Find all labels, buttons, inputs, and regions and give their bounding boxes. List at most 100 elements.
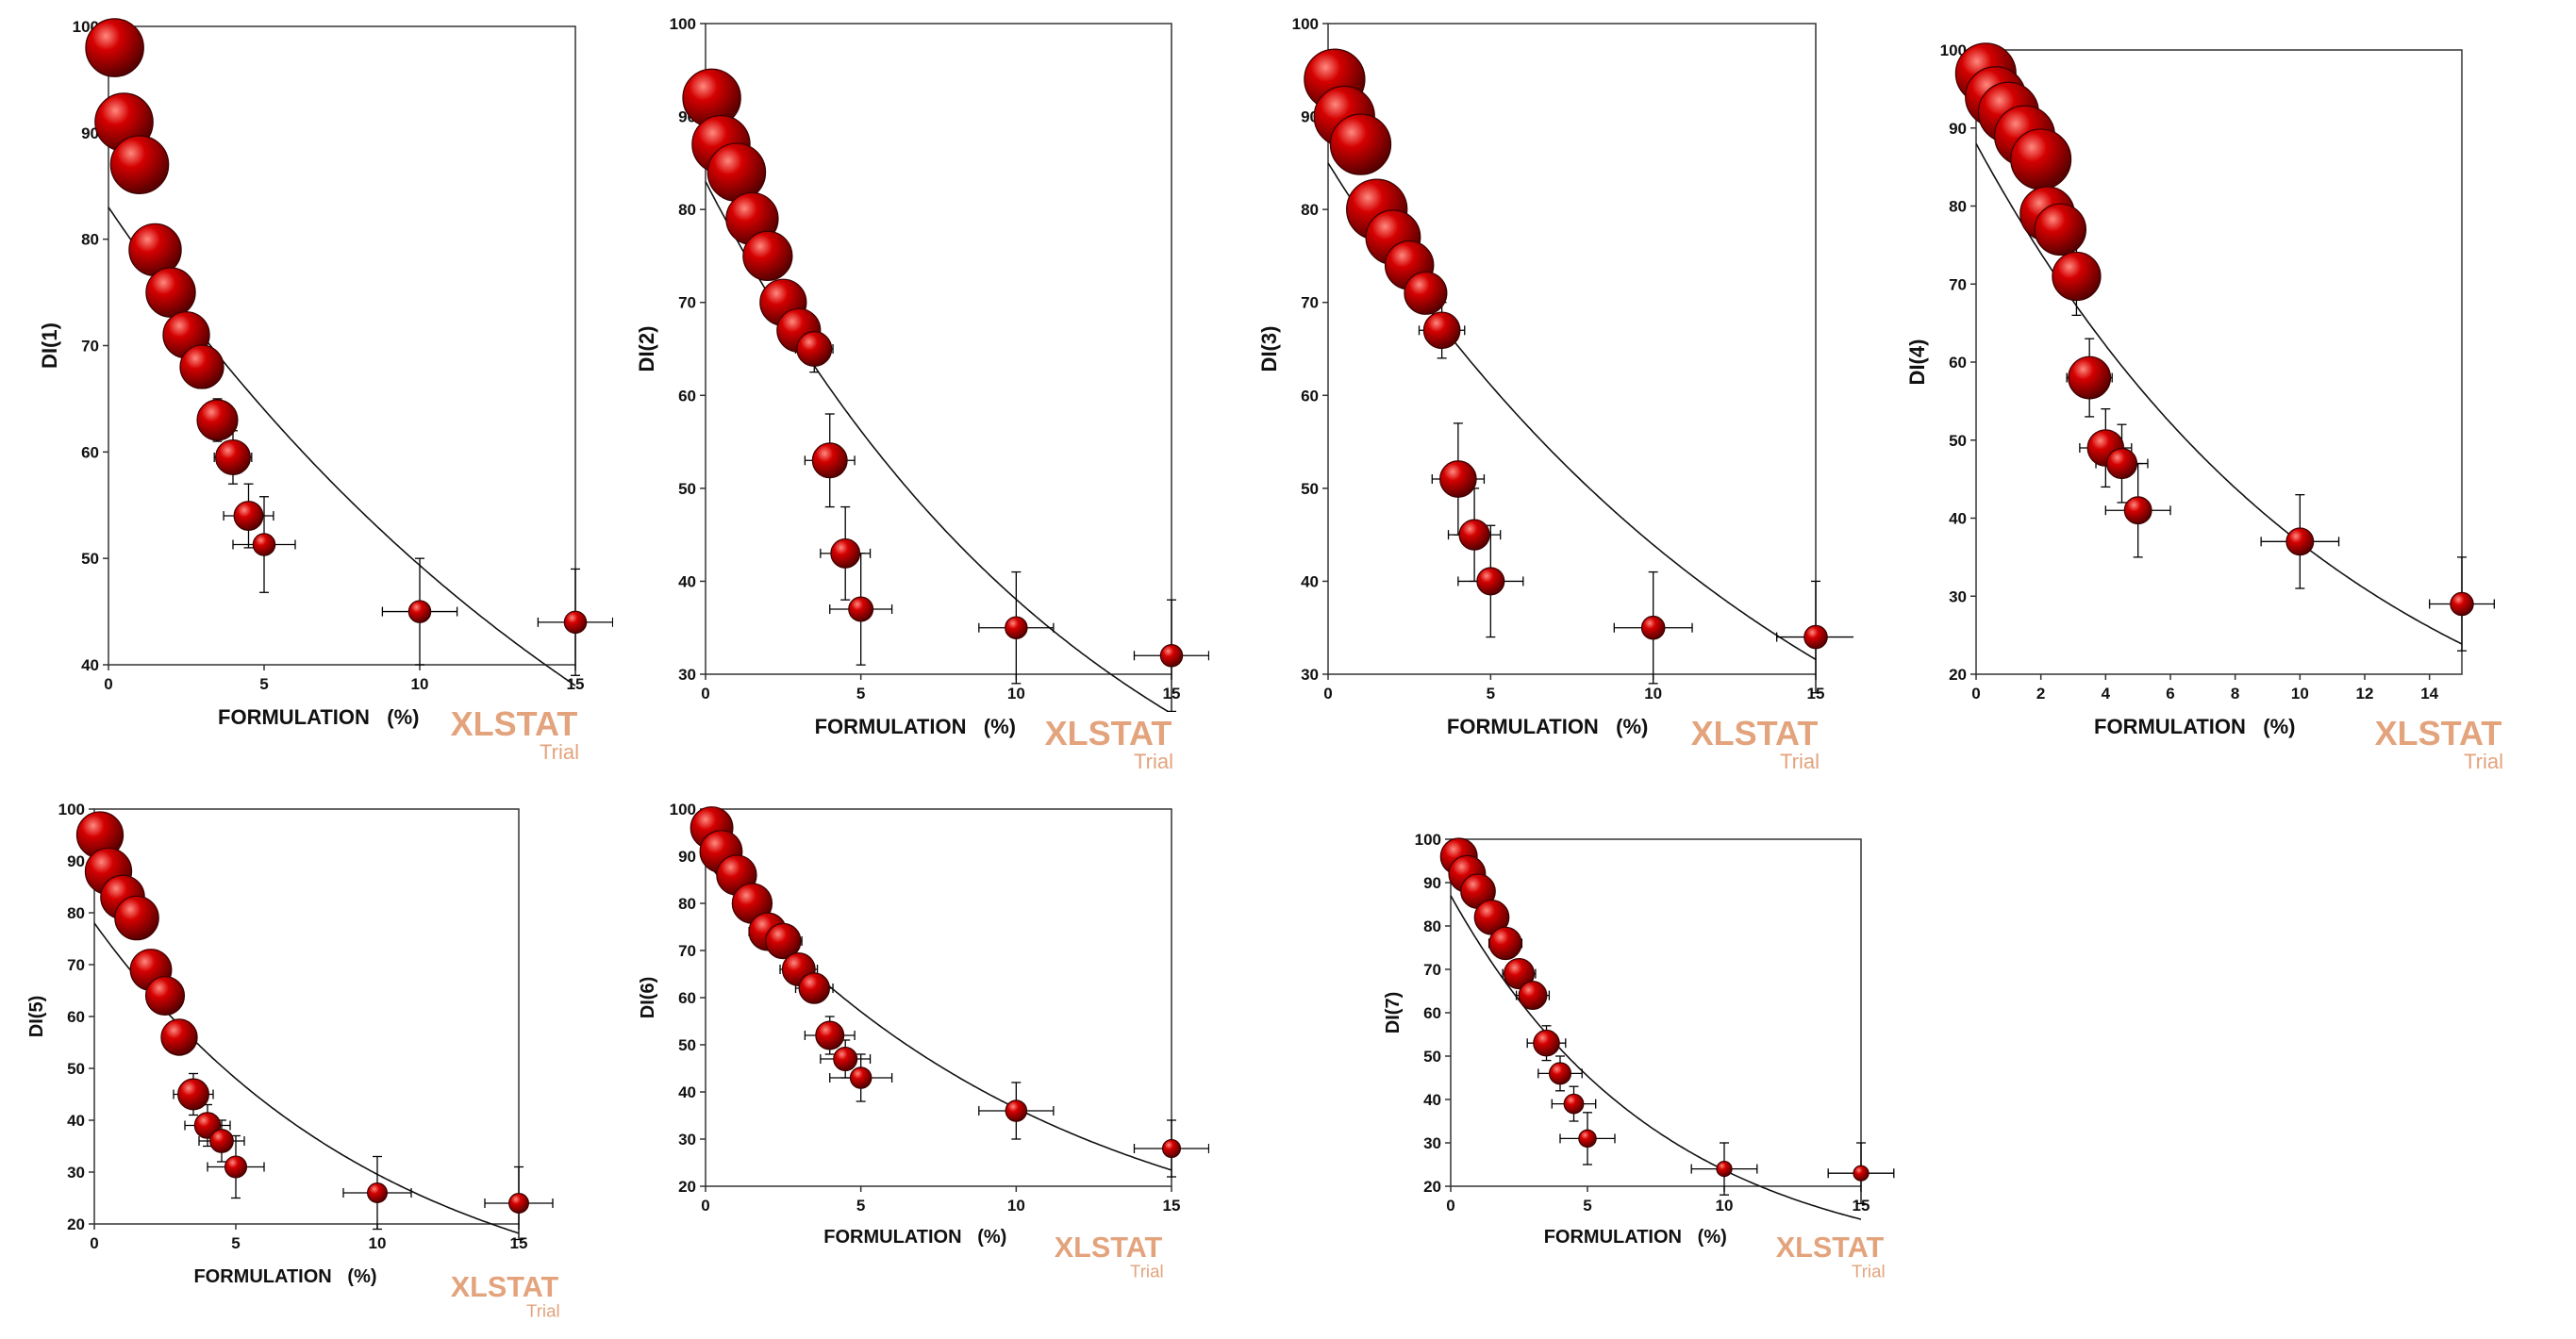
data-bubble bbox=[1404, 271, 1448, 315]
data-bubble bbox=[1329, 113, 1392, 175]
y-tick-label: 60 bbox=[1949, 354, 1967, 372]
watermark-brand: XLSTAT bbox=[1691, 714, 1819, 752]
x-tick-label: 15 bbox=[510, 1234, 528, 1252]
x-tick-label: 0 bbox=[104, 675, 112, 693]
y-tick-label: 90 bbox=[1949, 120, 1967, 138]
data-bubble bbox=[224, 1155, 248, 1179]
y-axis-title: DI(5) bbox=[26, 996, 47, 1037]
data-bubble bbox=[1488, 926, 1522, 961]
y-tick-label: 100 bbox=[670, 801, 696, 818]
y-tick-label: 80 bbox=[678, 895, 696, 913]
y-axis-title: DI(2) bbox=[635, 326, 658, 372]
data-bubble bbox=[214, 438, 252, 475]
data-bubble bbox=[1716, 1161, 1733, 1178]
x-tick-label: 5 bbox=[856, 685, 865, 703]
chart-panel-2: 30 40 50 60 70 80 90 100 0 5 10 15 FORMULATION (%) DI… bbox=[623, 0, 1226, 773]
x-tick-label: 10 bbox=[369, 1234, 387, 1252]
y-tick-label: 50 bbox=[1423, 1048, 1441, 1066]
y-tick-label: 50 bbox=[67, 1060, 85, 1078]
x-tick-label: 10 bbox=[2291, 685, 2309, 703]
watermark-brand: XLSTAT bbox=[1776, 1232, 1885, 1264]
data-bubble bbox=[1803, 624, 1828, 650]
x-tick-label: 15 bbox=[1807, 685, 1825, 703]
y-tick-label: 20 bbox=[1949, 666, 1967, 684]
y-tick-label: 60 bbox=[678, 387, 696, 405]
y-axis-title: DI(7) bbox=[1383, 992, 1404, 1033]
data-bubble bbox=[1640, 615, 1666, 640]
data-bubble bbox=[196, 399, 239, 441]
x-tick-label: 10 bbox=[1007, 685, 1025, 703]
y-tick-label: 70 bbox=[1949, 275, 1967, 293]
chart-panel-7: 20 30 40 50 60 70 80 90 100 0 5 10 15 FORMULATION (%)… bbox=[1368, 802, 1934, 1330]
data-bubble bbox=[1518, 981, 1548, 1011]
x-tick-label: 15 bbox=[567, 675, 585, 693]
x-tick-label: 0 bbox=[1971, 685, 1980, 703]
watermark-edition: Trial bbox=[2464, 750, 2503, 773]
watermark-edition: Trial bbox=[1130, 1261, 1164, 1281]
data-bubble bbox=[796, 331, 833, 367]
data-bubble bbox=[2450, 591, 2474, 617]
y-tick-label: 40 bbox=[678, 1083, 696, 1101]
y-tick-label: 60 bbox=[1301, 387, 1319, 405]
data-bubble bbox=[1159, 644, 1184, 668]
y-tick-label: 70 bbox=[678, 942, 696, 960]
chart-svg-c7: 20 30 40 50 60 70 80 90 100 0 5 10 15 FORMULATION (%)… bbox=[1383, 831, 1895, 1281]
y-tick-label: 30 bbox=[678, 666, 696, 684]
x-tick-label: 14 bbox=[2420, 685, 2438, 703]
data-bubble bbox=[144, 975, 186, 1017]
data-bubble bbox=[798, 972, 830, 1004]
y-tick-label: 60 bbox=[678, 989, 696, 1007]
y-tick-label: 30 bbox=[1301, 666, 1319, 684]
y-tick-label: 70 bbox=[678, 294, 696, 312]
x-tick-label: 10 bbox=[1716, 1197, 1734, 1215]
x-tick-label: 8 bbox=[2231, 685, 2239, 703]
data-bubble bbox=[1476, 567, 1505, 596]
watermark-brand: XLSTAT bbox=[1045, 714, 1172, 752]
data-bubble bbox=[1578, 1129, 1597, 1149]
chart-svg-c4: 20 30 40 50 60 70 80 90 100 0 2 4 6 8 10 12 14 FORMULATIO… bbox=[1905, 41, 2503, 773]
data-bubble bbox=[1533, 1029, 1560, 1057]
y-tick-label: 30 bbox=[67, 1164, 85, 1182]
x-tick-label: 12 bbox=[2356, 685, 2374, 703]
y-tick-label: 80 bbox=[678, 201, 696, 219]
data-bubble bbox=[1853, 1165, 1870, 1182]
x-axis-title: FORMULATION (%) bbox=[823, 1227, 1006, 1248]
y-tick-label: 100 bbox=[1415, 831, 1441, 849]
y-tick-label: 80 bbox=[81, 231, 99, 249]
x-axis-title: FORMULATION (%) bbox=[2094, 715, 2295, 738]
y-tick-label: 80 bbox=[1949, 198, 1967, 216]
y-tick-label: 40 bbox=[1949, 510, 1967, 528]
watermark-edition: Trial bbox=[1780, 750, 1820, 773]
y-axis-title: DI(3) bbox=[1257, 326, 1281, 372]
x-tick-label: 5 bbox=[1583, 1197, 1591, 1215]
data-bubble bbox=[2034, 203, 2087, 256]
y-tick-label: 20 bbox=[1423, 1178, 1441, 1196]
y-tick-label: 30 bbox=[1949, 587, 1967, 605]
data-bubble bbox=[1548, 1062, 1572, 1085]
plot-frame bbox=[705, 23, 1172, 675]
y-tick-label: 50 bbox=[1949, 432, 1967, 450]
watermark-brand: XLSTAT bbox=[451, 1271, 559, 1303]
plot-frame bbox=[1327, 23, 1817, 675]
y-tick-label: 30 bbox=[1423, 1134, 1441, 1152]
data-bubble bbox=[2105, 448, 2138, 480]
y-tick-label: 70 bbox=[1423, 961, 1441, 979]
y-tick-label: 100 bbox=[58, 801, 85, 818]
x-tick-label: 10 bbox=[411, 675, 429, 693]
data-bubble bbox=[407, 600, 432, 623]
data-bubble bbox=[1439, 460, 1477, 498]
x-axis-title: FORMULATION (%) bbox=[193, 1266, 376, 1287]
plot-frame bbox=[1450, 838, 1862, 1187]
x-tick-label: 0 bbox=[1446, 1197, 1454, 1215]
chart-svg-c5: 20 30 40 50 60 70 80 90 100 0 5 10 15 FORMULATION (%)… bbox=[26, 801, 560, 1320]
x-tick-label: 10 bbox=[1644, 685, 1662, 703]
y-tick-label: 70 bbox=[67, 956, 85, 974]
chart-panel-3: 30 40 50 60 70 80 90 100 0 5 10 15 FORMULATION (%) DI… bbox=[1245, 0, 1886, 773]
data-bubble bbox=[1005, 1099, 1028, 1122]
x-tick-label: 0 bbox=[701, 1197, 709, 1215]
x-tick-label: 5 bbox=[231, 1234, 240, 1252]
x-tick-label: 5 bbox=[259, 675, 268, 693]
data-bubble bbox=[85, 18, 144, 77]
chart-panel-6: 20 30 40 50 60 70 80 90 100 0 5 10 15 FORMULATION (%)… bbox=[623, 801, 1226, 1330]
